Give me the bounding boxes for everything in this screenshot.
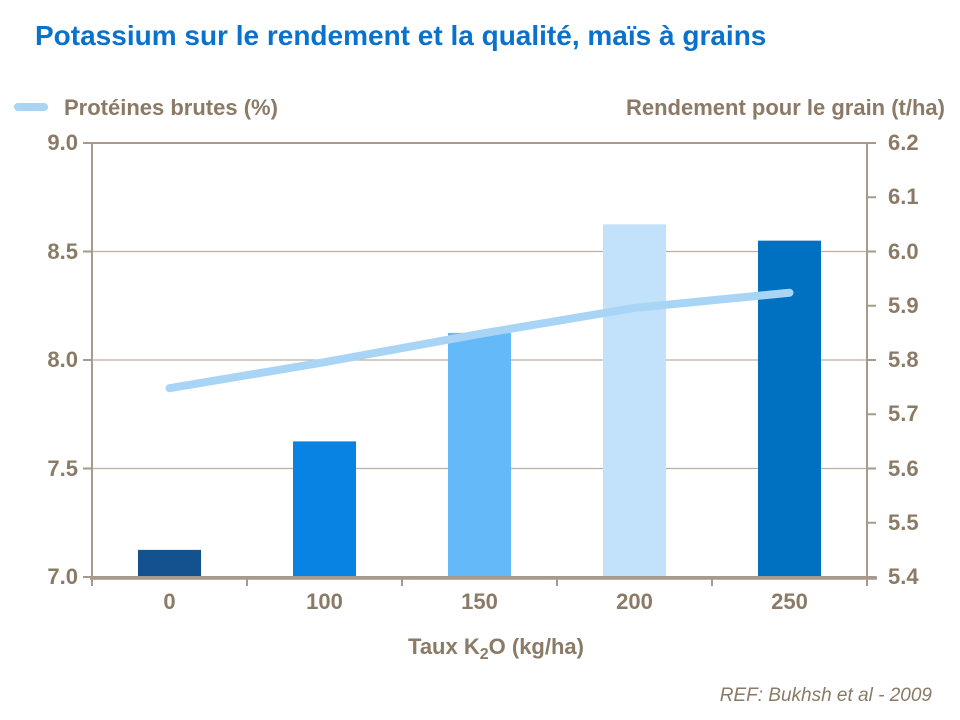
bar-150 (448, 332, 511, 577)
line-series-legend-swatch (14, 103, 48, 111)
bar-0 (138, 549, 201, 577)
chart-title: Potassium sur le rendement et la qualité… (35, 20, 767, 51)
reference-citation: REF: Bukhsh et al - 2009 (719, 685, 932, 706)
bar-200 (603, 224, 666, 577)
x-axis-title: Taux K2O (kg/ha) (408, 634, 584, 663)
line-series (165, 288, 794, 393)
line-series-legend-label: Protéines brutes (%) (64, 95, 278, 120)
bar-100 (293, 441, 356, 577)
right-axis-title: Rendement pour le grain (t/ha) (625, 95, 945, 120)
